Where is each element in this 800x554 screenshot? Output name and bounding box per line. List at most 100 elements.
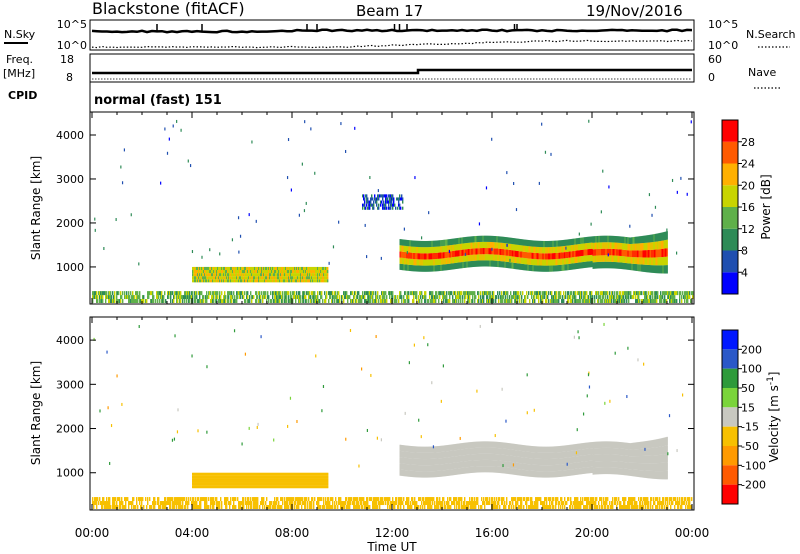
- data-cell: [140, 299, 142, 303]
- data-cell: [685, 291, 687, 296]
- data-cell: [105, 501, 107, 506]
- data-cell: [656, 505, 658, 509]
- data-cell: [256, 501, 258, 506]
- data-cell: [553, 246, 555, 254]
- data-cell: [560, 295, 562, 300]
- data-cell: [199, 482, 201, 486]
- data-cell: [496, 260, 498, 267]
- data-cell: [651, 257, 653, 266]
- data-cell: [361, 299, 363, 303]
- data-cell: [534, 299, 536, 303]
- data-cell: [556, 265, 558, 272]
- data-cell: [558, 505, 560, 509]
- data-cell: [461, 249, 463, 256]
- data-cell: [397, 197, 399, 201]
- data-cell: [330, 497, 332, 502]
- data-cell: [567, 264, 569, 271]
- data-cell: [246, 485, 248, 489]
- data-cell: [184, 291, 186, 296]
- data-cell: [150, 505, 152, 509]
- data-cell: [328, 501, 330, 506]
- data-cell: [568, 295, 570, 300]
- data-cell: [446, 245, 448, 252]
- data-cell: [323, 266, 325, 271]
- data-cell: [342, 501, 344, 506]
- data-cell: [520, 239, 522, 246]
- data-cell: [207, 266, 209, 271]
- data-cell: [322, 276, 324, 280]
- data-cell: [305, 276, 307, 280]
- data-cell: [546, 505, 548, 509]
- data-cell: [241, 276, 243, 280]
- data-cell: [319, 273, 321, 277]
- data-cell: [661, 295, 663, 300]
- data-cell: [578, 237, 580, 245]
- data-cell: [594, 501, 596, 506]
- data-cell: [240, 475, 242, 479]
- data-cell: [625, 256, 627, 264]
- data-cell: [204, 472, 206, 476]
- data-cell: [312, 273, 314, 277]
- data-cell: [364, 299, 366, 303]
- data-cell: [294, 505, 296, 509]
- data-cell: [288, 276, 290, 280]
- data-cell: [679, 291, 681, 296]
- data-cell: [202, 482, 204, 486]
- data-cell: [206, 270, 208, 274]
- data-cell: [574, 299, 576, 303]
- data-cell: [563, 299, 565, 303]
- data-cell: [243, 295, 245, 300]
- data-cell: [637, 505, 639, 509]
- data-cell: [456, 250, 458, 257]
- data-cell: [153, 501, 155, 506]
- data-cell: [531, 240, 533, 247]
- data-cell: [227, 299, 229, 303]
- data-cell: [433, 295, 435, 300]
- data-cell: [571, 263, 573, 270]
- data-cell: [591, 295, 593, 300]
- data-cell: [383, 203, 385, 207]
- data-cell: [512, 295, 514, 300]
- data-cell: [506, 255, 508, 262]
- data-cell: [502, 236, 504, 243]
- data-cell: [339, 299, 341, 303]
- data-cell: [245, 273, 247, 277]
- data-cell: [331, 299, 333, 303]
- data-cell: [566, 245, 568, 252]
- data-cell: [580, 291, 582, 296]
- data-cell: [269, 266, 271, 271]
- data-cell: [242, 482, 244, 486]
- data-cell: [215, 291, 217, 296]
- data-cell: [275, 291, 277, 296]
- data-cell: [481, 497, 483, 502]
- data-cell: [321, 273, 323, 277]
- data-cell: [493, 501, 495, 506]
- data-cell: [614, 299, 616, 303]
- data-cell: [561, 246, 563, 253]
- data-cell: [234, 295, 236, 300]
- data-cell: [545, 299, 547, 303]
- data-cell: [448, 299, 450, 303]
- data-cell: [642, 299, 644, 303]
- data-cell: [612, 497, 614, 502]
- data-cell: [529, 246, 531, 253]
- data-cell: [511, 299, 513, 303]
- data-cell: [607, 248, 609, 256]
- data-cell: [171, 291, 173, 296]
- data-cell: [274, 279, 276, 283]
- data-cell: [413, 501, 415, 506]
- data-cell: [401, 197, 403, 201]
- data-cell: [423, 247, 425, 254]
- data-cell: [268, 276, 270, 280]
- data-cell: [567, 295, 569, 300]
- data-cell: [258, 276, 260, 280]
- freq-unit: [MHz]: [3, 67, 35, 80]
- data-cell: [210, 276, 212, 280]
- data-cell: [629, 501, 631, 506]
- data-cell: [419, 253, 421, 260]
- data-cell: [415, 265, 417, 272]
- data-cell: [682, 501, 684, 506]
- data-cell: [308, 295, 310, 300]
- data-cell: [568, 257, 570, 264]
- data-cell: [375, 197, 377, 201]
